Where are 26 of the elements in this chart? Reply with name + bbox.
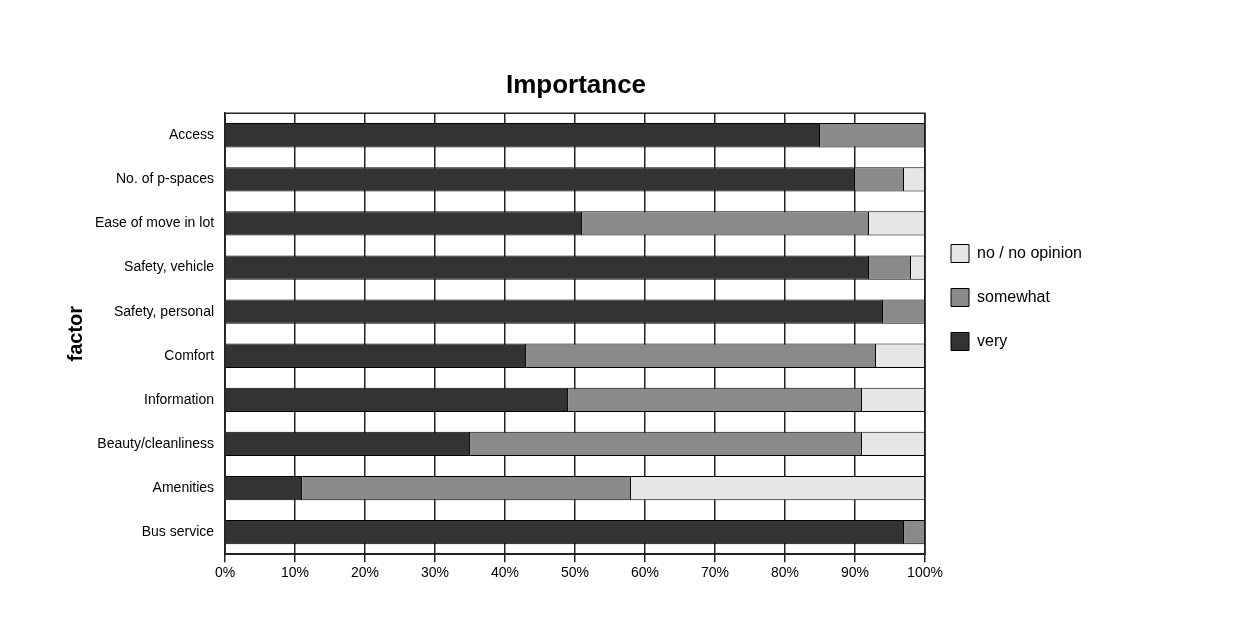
y-tick-label: Ease of move in lot (95, 214, 215, 231)
x-tick-label: 40% (491, 564, 520, 581)
x-tick-label: 50% (561, 564, 590, 581)
y-tick-label: Amenities (152, 478, 215, 495)
y-tick-label: Comfort (164, 346, 215, 363)
x-tick-label: 90% (841, 564, 870, 581)
x-tick-label: 30% (421, 564, 450, 581)
x-tick-label: 10% (281, 564, 310, 581)
y-tick-label: Beauty/cleanliness (97, 434, 215, 451)
x-tick-label: 20% (351, 564, 380, 581)
x-tick-label: 70% (701, 564, 730, 581)
y-tick-label: Safety, vehicle (124, 258, 215, 275)
y-tick-label: Safety, personal (113, 302, 215, 319)
legend-label: no / no opinion (977, 243, 1083, 261)
chart-title: Importance (505, 68, 647, 99)
legend-label: somewhat (977, 287, 1051, 305)
x-tick-label: 100% (907, 564, 943, 581)
y-tick-label: Access (168, 126, 215, 143)
legend-label: very (977, 331, 1008, 349)
x-tick-label: 60% (631, 564, 660, 581)
x-tick-label: 80% (771, 564, 800, 581)
x-tick-label: 0% (214, 564, 236, 581)
y-tick-label: No. of p-spaces (116, 170, 215, 187)
y-tick-label: Bus service (141, 523, 215, 540)
y-tick-label: Information (144, 390, 215, 407)
y-axis-title: factor (63, 305, 86, 362)
